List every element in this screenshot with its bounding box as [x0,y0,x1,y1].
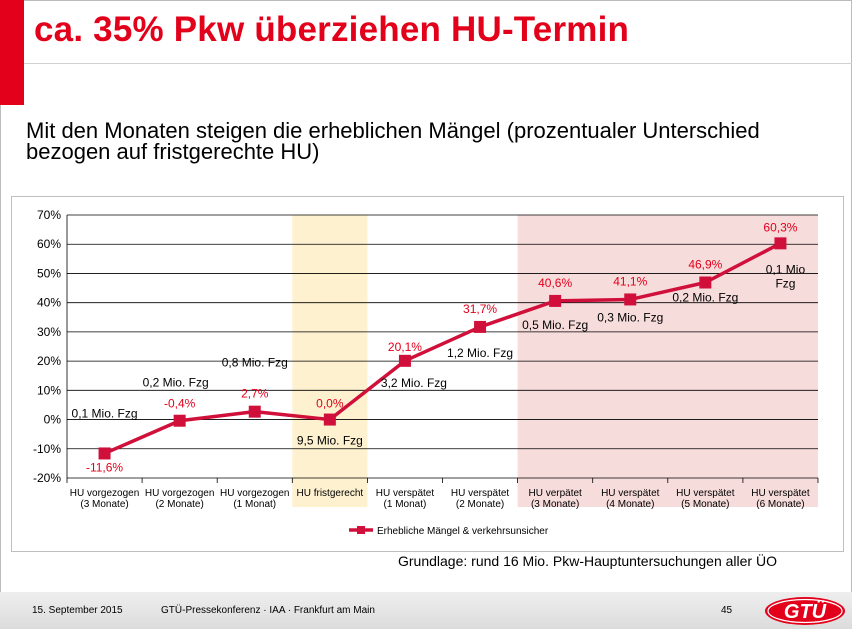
page-number: 45 [721,605,733,616]
y-tick-label: 40% [37,296,61,310]
y-tick-label: 0% [44,413,62,427]
data-value-label: 41,1% [613,274,647,288]
x-category-label: (1 Monat) [233,499,276,510]
data-point [398,354,411,367]
line-chart: 70% 60% 50% 40% 30% 20% 10% 0% -10% -20% HU vorgez… [33,208,819,537]
x-category-label: HU fristgerecht [297,488,364,499]
x-category-label: HU verspätet [451,488,510,499]
vehicle-count-label: 0,3 Mio. Fzg [597,310,663,324]
svg-text:GTÜ: GTÜ [784,600,827,623]
y-tick-label: -10% [33,442,61,456]
x-category-label: HU verspätet [601,488,660,499]
x-category-label: HU verspätet [676,488,735,499]
data-value-label: -0,4% [164,397,196,411]
data-point [699,276,712,289]
x-category-label: HU vorgezogen [70,488,139,499]
legend-label: Erhebliche Mängel & verkehrsunsicher [377,526,549,537]
vehicle-count-label: 1,2 Mio. Fzg [447,346,513,360]
data-value-label: 2,7% [241,387,269,401]
data-point [248,405,261,418]
vehicle-count-label: 0,2 Mio. Fzg [143,376,209,390]
x-category-label: (6 Monate) [756,499,804,510]
vehicle-count-label: 0,5 Mio. Fzg [522,318,588,332]
x-category-label: HU verspätet [376,488,435,499]
x-category-label: (2 Monate) [155,499,203,510]
gtue-logo: GTÜ [765,597,845,625]
data-value-label: 20,1% [388,340,422,354]
y-tick-label: 70% [37,208,61,222]
x-category-label: (2 Monate) [456,499,504,510]
y-tick-label: 30% [37,325,61,339]
vehicle-count-label: 0,2 Mio. Fzg [672,291,738,305]
data-point [474,320,487,333]
slide-title: ca. 35% Pkw überziehen HU-Termin [34,10,630,49]
x-category-label: (4 Monate) [606,499,654,510]
x-category-label: (3 Monate) [531,499,579,510]
chart-footnote: Grundlage: rund 16 Mio. Pkw-Hauptuntersu… [398,553,777,569]
slide-subtitle: Mit den Monaten steigen die erheblichen … [26,118,760,164]
x-category-label: HU verpätet [528,488,582,499]
data-point [624,293,637,306]
series-line [103,241,782,456]
data-point [774,237,787,250]
vehicle-count-label: 9,5 Mio. Fzg [297,434,363,448]
vehicle-count-label: 0,1 Mio. Fzg [72,406,138,420]
vehicle-count-label: 0,8 Mio. Fzg [222,356,288,370]
x-category-label: HU verspätet [751,488,810,499]
y-tick-label: 50% [37,266,61,280]
x-category-label: HU vorgezogen [220,488,289,499]
data-value-label: 60,3% [763,220,797,234]
vehicle-count-label: 0,1 Mio [766,262,806,276]
vehicle-count-label: Fzg [775,276,795,290]
footer-event: GTÜ-Pressekonferenz · IAA · Frankfurt am… [161,605,375,616]
x-category-label: HU vorgezogen [145,488,214,499]
y-tick-label: 20% [37,354,61,368]
legend-marker [357,526,365,534]
data-point [173,414,186,427]
data-value-label: 31,7% [463,302,497,316]
y-tick-label: 60% [37,237,61,251]
accent-bar [0,0,24,105]
footer-date: 15. September 2015 [32,605,123,616]
data-value-label: 40,6% [538,276,572,290]
y-tick-label: 10% [37,383,61,397]
vehicle-count-label: 3,2 Mio. Fzg [381,376,447,390]
data-value-label: 0,0% [316,397,344,411]
data-value-label: 46,9% [688,258,722,272]
x-category-label: (5 Monate) [681,499,729,510]
title-divider [24,63,852,64]
x-category-label: (1 Monat) [384,499,427,510]
footer-bar [0,592,852,629]
y-tick-label: -20% [33,471,61,485]
data-value-label: -11,6% [86,460,123,474]
x-category-label: (3 Monate) [80,499,128,510]
data-point [549,294,562,307]
data-point [323,413,336,426]
data-point [98,447,111,460]
